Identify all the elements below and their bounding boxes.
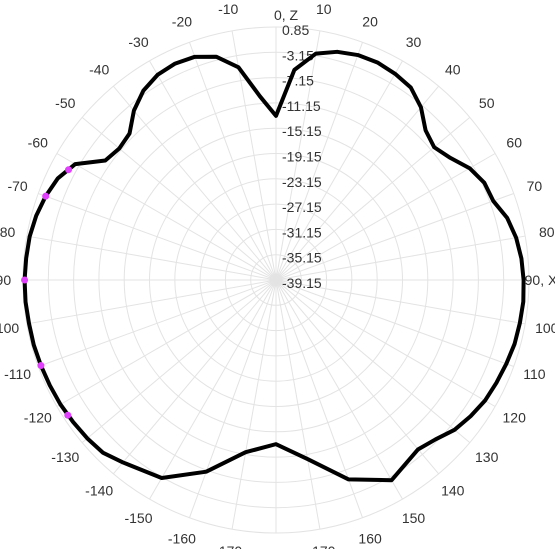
grid-spokes bbox=[23, 27, 529, 533]
grid-spoke bbox=[275, 279, 471, 444]
angle-tick-label: 80 bbox=[539, 224, 555, 240]
angle-tick-label: -110 bbox=[4, 366, 31, 382]
radial-tick-label: -39.15 bbox=[282, 275, 322, 291]
grid-spoke bbox=[275, 30, 321, 281]
grid-spoke bbox=[275, 279, 403, 500]
grid-spoke bbox=[38, 279, 277, 367]
radial-tick-label: -19.15 bbox=[282, 149, 322, 165]
grid-spoke bbox=[275, 279, 514, 367]
data-marker bbox=[21, 276, 29, 284]
angle-tick-label: -60 bbox=[28, 135, 48, 151]
radial-tick-label: -35.15 bbox=[282, 250, 322, 266]
grid-spoke bbox=[38, 193, 277, 281]
radial-labels: 0.85-3.15-7.15-11.15-15.15-19.15-23.15-2… bbox=[282, 22, 322, 291]
grid-spoke bbox=[275, 193, 514, 281]
angle-tick-label: -70 bbox=[7, 178, 27, 194]
grid-spoke bbox=[26, 235, 277, 281]
radial-tick-label: -15.15 bbox=[282, 123, 322, 139]
angle-tick-label: 60 bbox=[506, 135, 522, 151]
grid-spoke bbox=[112, 85, 277, 281]
angle-tick-label: 180 bbox=[264, 547, 288, 549]
grid-spoke bbox=[149, 279, 277, 500]
angle-tick-label: 30 bbox=[406, 34, 422, 50]
marker-layer bbox=[21, 166, 73, 419]
angle-tick-label: 50 bbox=[479, 95, 495, 111]
grid-spoke bbox=[275, 42, 363, 281]
grid-spoke bbox=[189, 279, 277, 518]
pattern-trace bbox=[22, 49, 526, 483]
grid-spoke bbox=[56, 153, 277, 281]
angle-tick-label: -90 bbox=[0, 272, 11, 288]
data-marker bbox=[42, 192, 50, 200]
radial-tick-label: -31.15 bbox=[282, 224, 322, 240]
data-marker bbox=[64, 411, 72, 419]
data-marker bbox=[37, 362, 45, 370]
angle-tick-label: -170 bbox=[214, 543, 242, 549]
radial-tick-label: -23.15 bbox=[282, 174, 322, 190]
angle-tick-label: 130 bbox=[475, 449, 499, 465]
grid-spoke bbox=[275, 85, 440, 281]
angle-tick-label: 90, X bbox=[525, 272, 555, 288]
angle-tick-label: 0, Z bbox=[274, 7, 299, 23]
angle-tick-label: 40 bbox=[445, 61, 461, 77]
angle-tick-label: 110 bbox=[523, 366, 546, 382]
angle-tick-label: 70 bbox=[527, 178, 543, 194]
grid-spoke bbox=[149, 60, 277, 281]
grid-spoke bbox=[189, 42, 277, 281]
grid-spoke bbox=[275, 60, 403, 281]
angle-tick-label: -30 bbox=[128, 34, 148, 50]
angle-tick-label: 120 bbox=[503, 410, 527, 426]
angle-tick-label: -120 bbox=[24, 410, 52, 426]
angle-tick-label: 100 bbox=[535, 320, 555, 336]
grid-spoke bbox=[112, 279, 277, 475]
angle-tick-label: -50 bbox=[55, 95, 75, 111]
angle-tick-label: 150 bbox=[402, 510, 426, 526]
trace-layer bbox=[22, 49, 526, 483]
angle-tick-label: 140 bbox=[441, 483, 465, 499]
grid-spoke bbox=[275, 279, 321, 530]
angle-tick-label: -40 bbox=[89, 61, 109, 77]
angle-tick-label: -160 bbox=[168, 530, 196, 546]
angle-tick-label: 10 bbox=[316, 1, 332, 17]
radial-tick-label: 0.85 bbox=[282, 22, 309, 38]
angle-tick-label: 20 bbox=[362, 14, 378, 30]
grid-spoke bbox=[275, 279, 526, 325]
radial-tick-label: -11.15 bbox=[282, 98, 321, 114]
angle-tick-label: -140 bbox=[85, 483, 113, 499]
grid-spoke bbox=[81, 279, 277, 444]
grid-spoke bbox=[231, 30, 277, 281]
grid-spoke bbox=[275, 235, 526, 281]
angle-tick-label: -10 bbox=[218, 1, 238, 17]
grid-spoke bbox=[231, 279, 277, 530]
angle-tick-label: -20 bbox=[172, 14, 192, 30]
grid-spoke bbox=[275, 116, 471, 281]
angle-tick-label: -130 bbox=[51, 449, 79, 465]
grid-spoke bbox=[275, 279, 440, 475]
grid-spoke bbox=[26, 279, 277, 325]
grid-spoke bbox=[81, 116, 277, 281]
angle-tick-label: 170 bbox=[312, 543, 336, 549]
angle-tick-label: 160 bbox=[358, 530, 382, 546]
grid-spoke bbox=[56, 279, 277, 407]
grid-spoke bbox=[275, 279, 496, 407]
grid-spoke bbox=[275, 153, 496, 281]
angle-tick-label: -150 bbox=[124, 510, 152, 526]
angle-tick-label: -80 bbox=[0, 224, 16, 240]
data-marker bbox=[65, 166, 73, 174]
angle-tick-label: -100 bbox=[0, 320, 19, 336]
radial-tick-label: -27.15 bbox=[282, 199, 322, 215]
